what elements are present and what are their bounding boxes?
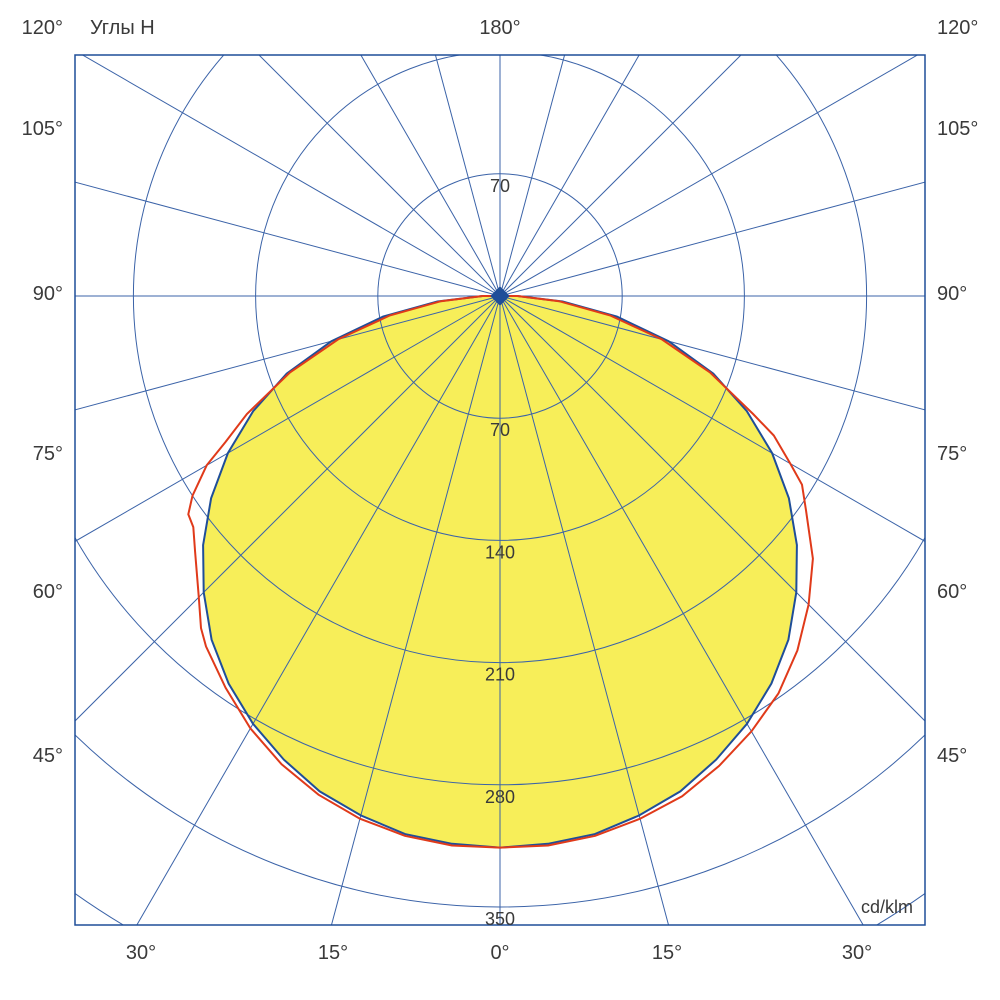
angle-label-right: 105°	[937, 118, 978, 140]
angle-label-top-center: 180°	[479, 17, 520, 39]
angle-label-left: 45°	[33, 745, 63, 767]
angle-label-left: 90°	[33, 283, 63, 305]
angle-label-right: 120°	[937, 17, 978, 39]
ring-label: 210	[485, 665, 515, 685]
angle-label-bottom: 30°	[842, 942, 872, 964]
angle-label-left: 105°	[22, 118, 63, 140]
angle-label-left: 120°	[22, 17, 63, 39]
ring-label: 70	[490, 420, 510, 440]
units-label: cd/klm	[861, 897, 913, 917]
ring-label-upper: 70	[490, 176, 510, 196]
ring-label: 350	[485, 909, 515, 929]
angle-label-right: 45°	[937, 745, 967, 767]
angle-label-bottom: 30°	[126, 942, 156, 964]
angle-label-left: 60°	[33, 581, 63, 603]
angle-label-bottom: 15°	[652, 942, 682, 964]
ring-label: 280	[485, 787, 515, 807]
polar-chart: 70 70 140 210 280 350 120° 105° 90° 75° 60° 45° 120°…	[0, 0, 1000, 1000]
chart-title: Углы H	[90, 17, 155, 39]
angle-label-left: 75°	[33, 443, 63, 465]
angle-label-right: 60°	[937, 581, 967, 603]
angle-label-bottom: 15°	[318, 942, 348, 964]
angle-label-right: 75°	[937, 443, 967, 465]
angle-label-right: 90°	[937, 283, 967, 305]
angle-label-bottom-center: 0°	[490, 942, 509, 964]
ring-label: 140	[485, 542, 515, 562]
